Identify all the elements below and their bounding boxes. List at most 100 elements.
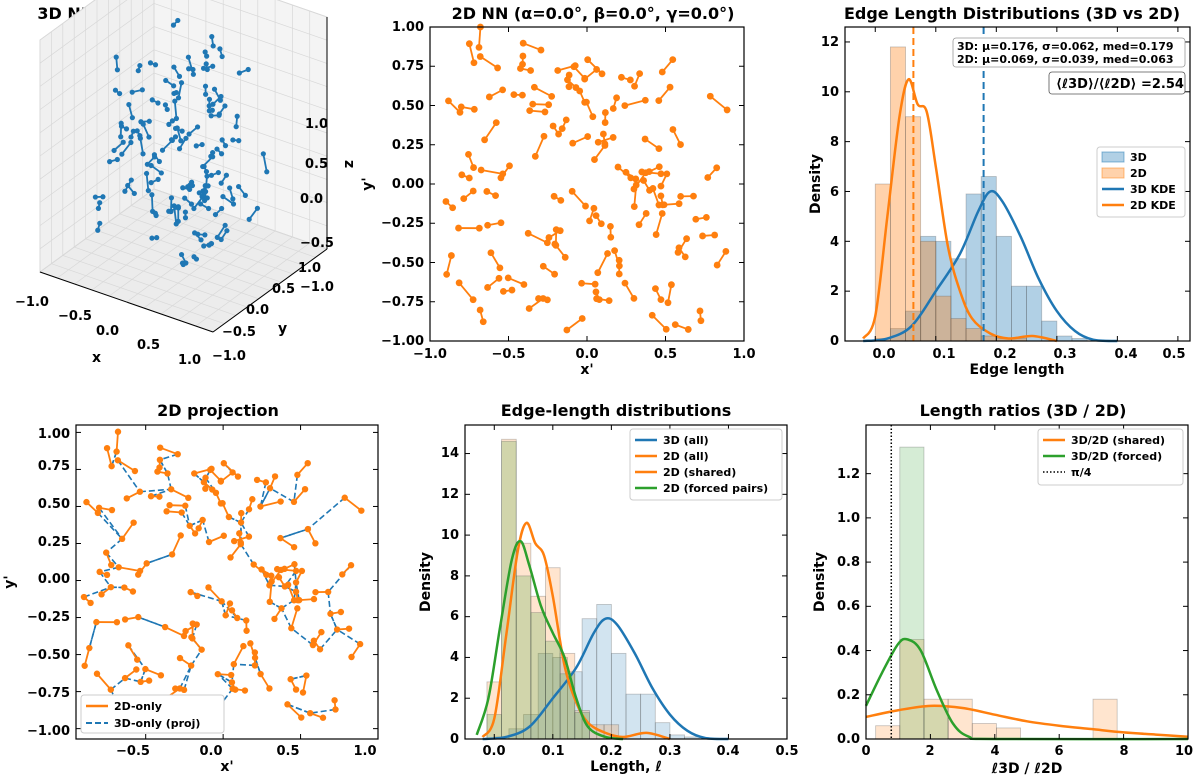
p1-point-81a	[166, 121, 172, 127]
p4-point-68a	[147, 493, 155, 500]
p1-point-60b	[173, 221, 179, 227]
p2-point-71b	[443, 270, 451, 278]
panel3-frame	[844, 26, 1191, 342]
p1-point-17b	[230, 201, 237, 207]
p1-edge-90	[262, 153, 268, 172]
p4-point-48a	[96, 568, 103, 576]
p1-point-76a	[171, 64, 177, 70]
p2-point-72b	[470, 105, 478, 113]
p5-ytick-5: 10	[441, 528, 459, 543]
p4-legend-2donly: 2D-only	[114, 700, 162, 713]
p1-ztick-1: −0.5	[300, 236, 334, 251]
p1-ytick-4: 1.0	[298, 261, 321, 276]
p6-shared-bar-5	[996, 727, 1021, 740]
p1-ytick-3: 0.5	[272, 282, 295, 297]
p5-ytick-3: 6	[450, 609, 459, 624]
p2-point-78a	[531, 152, 539, 160]
p4-point-52a	[161, 623, 169, 631]
p1-point-84a	[202, 49, 208, 55]
p2-point-22a	[562, 116, 570, 124]
p2-point-64b	[607, 233, 615, 241]
p2-point-95a	[506, 162, 513, 170]
p6-ytick-2: 0.4	[837, 644, 860, 659]
p2-point-50b	[605, 297, 613, 305]
p2-point-38b	[568, 187, 576, 195]
p4-point-6b	[228, 607, 236, 614]
p4-2d-edge-99	[121, 522, 135, 540]
p2-point-76a	[586, 217, 593, 225]
p1-point-42b	[236, 138, 242, 144]
p2-point-67a	[550, 192, 558, 200]
p3-stats-box	[952, 37, 1186, 68]
p4-3d-edge-8	[105, 552, 120, 568]
panel5-lines	[465, 425, 788, 741]
p3-ytick-0: 0	[830, 334, 839, 349]
p4-point-87b	[185, 494, 192, 502]
p4-point-44b	[298, 567, 306, 575]
p4-point-39b	[266, 685, 273, 692]
p5-xtick-3: 0.3	[658, 744, 681, 759]
p3-xtick-1: 0.1	[932, 347, 955, 362]
p1-point-98b	[183, 260, 189, 266]
p1-point-9b	[191, 205, 197, 212]
p4-point-66a	[191, 470, 198, 477]
p4-point-96a	[245, 506, 253, 513]
p4-point-23b	[290, 543, 298, 551]
p2-point-55a	[499, 287, 507, 295]
p3-2d-bar-5	[950, 318, 967, 342]
p4-point-53a	[288, 625, 295, 632]
p5-xtick-1: 0.1	[541, 744, 564, 759]
p2-point-84b	[572, 84, 580, 91]
p2-edge-34	[596, 253, 609, 274]
p4-point-99a	[118, 535, 126, 543]
p2-point-26b	[599, 130, 607, 138]
p3-kde-2d	[862, 78, 1058, 343]
p4-point-54a	[332, 706, 339, 713]
p1-point-53b	[205, 183, 211, 189]
p2-point-97b	[704, 174, 712, 181]
p4-point-18b	[156, 444, 164, 451]
p2-point-53a	[652, 231, 660, 238]
p1-point-89a	[131, 190, 137, 197]
p1-point-70a	[183, 135, 189, 141]
p1-point-19b	[202, 232, 208, 238]
p1-point-49a	[155, 176, 161, 182]
p4-point-74b	[166, 501, 173, 509]
p4-point-95a	[143, 560, 150, 567]
p2-point-23a	[641, 135, 649, 143]
p5-kde-forced	[475, 539, 624, 741]
p4-point-17b	[277, 498, 284, 505]
p4-point-53b	[294, 605, 301, 612]
p2-point-1a	[561, 253, 569, 261]
p2-point-61a	[469, 296, 477, 304]
p3-legend: 3D 2D 3D KDE 2D KDE	[1096, 146, 1186, 218]
p1-grid-left-h-9	[39, 0, 128, 64]
p4-3d-edge-68	[150, 488, 172, 497]
p2-point-8b	[470, 164, 477, 171]
p1-point-84b	[204, 53, 210, 59]
p1-point-86a	[230, 196, 236, 202]
p4-point-95b	[135, 571, 142, 578]
p4-point-3b	[268, 572, 275, 579]
p4-ytick-8: 1.00	[38, 427, 70, 442]
p5-ytick-7: 14	[441, 446, 459, 461]
p1-point-96a	[214, 146, 220, 152]
p4-point-61a	[107, 686, 115, 693]
p1-point-64b	[175, 95, 182, 101]
p1-point-74a	[187, 186, 193, 193]
p4-3d-edge-73	[284, 570, 297, 587]
p1-grid-back-h-9	[210, 0, 328, 41]
p2-point-94a	[668, 281, 675, 289]
p2-point-68a	[510, 91, 518, 99]
p6-ytick-0: 0.0	[837, 732, 860, 747]
p1-point-97b	[236, 183, 242, 190]
p3-legend-3d-swatch	[1101, 151, 1125, 163]
p1-xlabel: x	[92, 350, 101, 366]
p4-2d-edge-27	[223, 462, 239, 478]
p1-point-61b	[95, 205, 102, 211]
p1-xtick-4: 1.0	[178, 353, 201, 368]
p4-ylabel: y'	[2, 575, 18, 588]
p1-point-18b	[193, 143, 199, 149]
p1-point-48b	[130, 128, 136, 134]
p4-point-60b	[298, 714, 305, 721]
